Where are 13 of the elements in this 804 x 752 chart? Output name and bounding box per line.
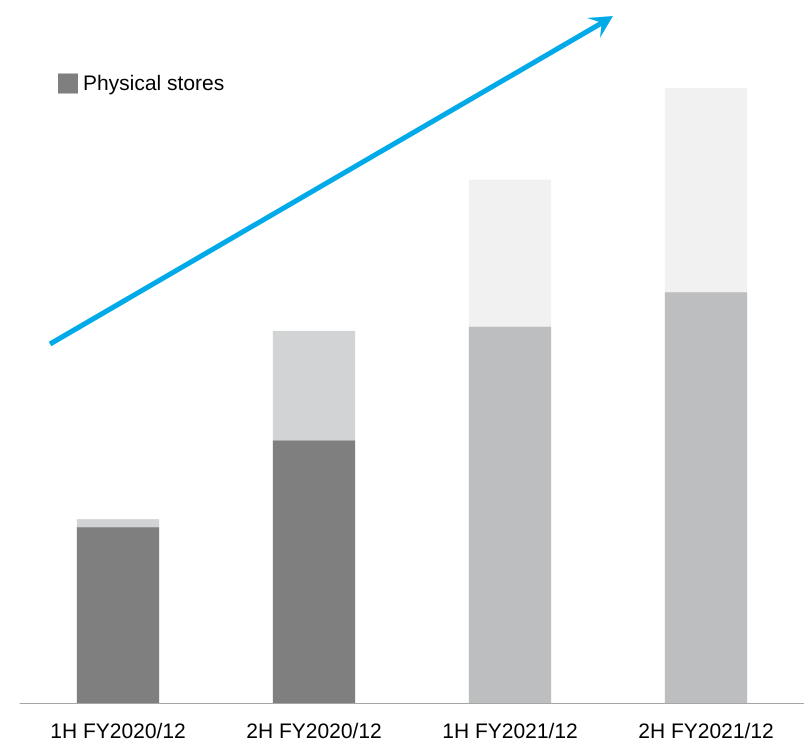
bar: [664, 292, 748, 703]
bar: [76, 519, 160, 528]
legend-label: Physical stores: [83, 72, 224, 95]
x-tick-label: 2H FY2021/12: [638, 720, 774, 743]
bar: [272, 440, 356, 703]
bar: [272, 330, 356, 440]
bar: [468, 180, 552, 327]
bar: [468, 326, 552, 703]
bar: [664, 88, 748, 292]
x-tick-label: 1H FY2021/12: [442, 720, 578, 743]
bar: [76, 527, 160, 703]
x-tick-label: 2H FY2020/12: [246, 720, 382, 743]
x-tick-label: 1H FY2020/12: [50, 720, 186, 743]
